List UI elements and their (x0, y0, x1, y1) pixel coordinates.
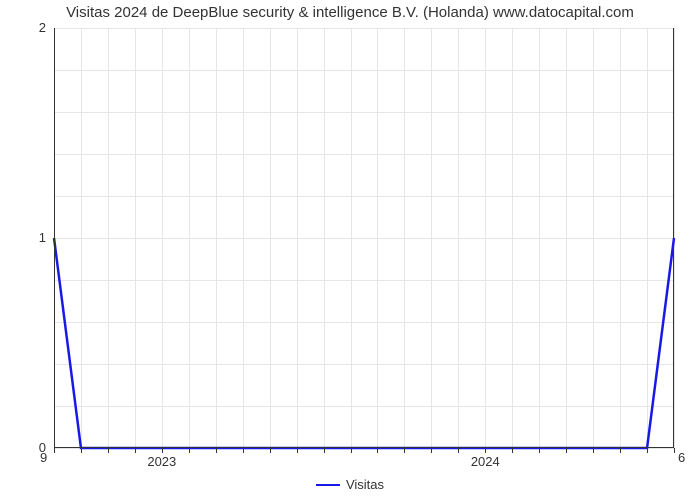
x-corner-label: 9 (40, 450, 47, 465)
xtick (297, 448, 298, 453)
xtick (54, 448, 55, 453)
xtick (431, 448, 432, 453)
ytick-label: 2 (26, 20, 46, 35)
xtick (351, 448, 352, 453)
xtick (324, 448, 325, 453)
xtick (620, 448, 621, 453)
xtick (593, 448, 594, 453)
xtick (539, 448, 540, 453)
xtick (162, 448, 163, 453)
plot-area (54, 28, 674, 448)
axis-left (54, 28, 55, 448)
series-line (54, 28, 674, 448)
xtick (108, 448, 109, 453)
xtick (81, 448, 82, 453)
xtick (377, 448, 378, 453)
xtick (270, 448, 271, 453)
xtick (647, 448, 648, 453)
xtick (404, 448, 405, 453)
legend-label: Visitas (346, 477, 384, 492)
chart-title: Visitas 2024 de DeepBlue security & inte… (0, 4, 700, 21)
xtick (674, 448, 675, 453)
xtick (243, 448, 244, 453)
xtick (135, 448, 136, 453)
xtick (458, 448, 459, 453)
x-corner-label: 6 (678, 450, 685, 465)
axis-bottom (54, 447, 674, 448)
x-year-label: 2023 (132, 454, 192, 469)
x-year-label: 2024 (455, 454, 515, 469)
ytick-label: 1 (26, 230, 46, 245)
legend: Visitas (316, 477, 384, 492)
xtick (189, 448, 190, 453)
grid-v (674, 28, 675, 448)
xtick (566, 448, 567, 453)
xtick (512, 448, 513, 453)
xtick (485, 448, 486, 453)
axis-right (673, 28, 674, 448)
legend-swatch (316, 484, 340, 486)
xtick (216, 448, 217, 453)
